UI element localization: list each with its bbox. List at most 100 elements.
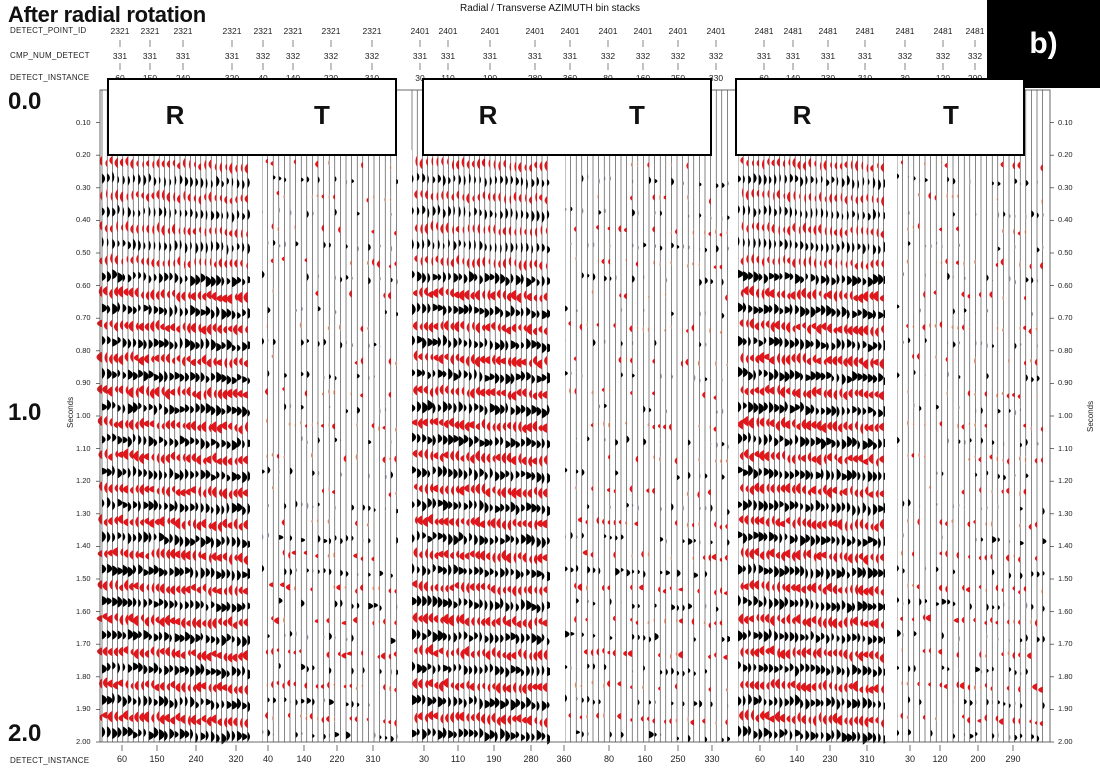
wavelet-lobe bbox=[779, 696, 783, 709]
wavelet-lobe bbox=[804, 192, 806, 204]
wavelet-lobe bbox=[190, 322, 196, 334]
wavelet-lobe bbox=[448, 633, 451, 642]
wavelet-lobe bbox=[164, 324, 170, 333]
wavelet-lobe bbox=[232, 211, 235, 224]
wavelet-lobe bbox=[211, 338, 216, 351]
wavelet-lobe bbox=[328, 421, 330, 429]
wavelet-lobe bbox=[769, 371, 774, 382]
wavelet-lobe bbox=[148, 240, 151, 252]
wavelet-lobe bbox=[453, 663, 457, 672]
wavelet-lobe bbox=[346, 534, 349, 542]
time-tick-right: 0.50 bbox=[1058, 248, 1073, 257]
wavelet-lobe bbox=[1000, 258, 1004, 266]
wavelet-lobe bbox=[361, 683, 363, 689]
wavelet-lobe bbox=[396, 536, 399, 544]
wavelet-lobe bbox=[648, 293, 649, 300]
wavelet-lobe bbox=[200, 663, 205, 676]
wavelet-lobe bbox=[795, 599, 799, 608]
wavelet-lobe bbox=[565, 305, 568, 312]
wavelet-lobe bbox=[847, 454, 853, 462]
wavelet-lobe bbox=[763, 710, 770, 721]
wavelet-lobe bbox=[833, 228, 837, 237]
wavelet-lobe bbox=[1018, 717, 1021, 725]
wavelet-lobe bbox=[186, 619, 191, 627]
wavelet-lobe bbox=[615, 470, 619, 476]
wavelet-lobe bbox=[459, 355, 464, 364]
wavelet-lobe bbox=[117, 595, 123, 608]
wavelet-lobe bbox=[858, 552, 863, 561]
wavelet-lobe bbox=[438, 517, 444, 526]
wavelet-lobe bbox=[642, 325, 644, 334]
header-value: 331 bbox=[482, 51, 498, 61]
wavelet-lobe bbox=[995, 262, 998, 268]
wavelet-lobe bbox=[122, 532, 126, 542]
wavelet-lobe bbox=[843, 292, 848, 300]
wavelet-lobe bbox=[912, 353, 914, 360]
wavelet-lobe bbox=[242, 649, 248, 661]
wavelet-lobe bbox=[603, 420, 605, 428]
wavelet-lobe bbox=[870, 357, 874, 369]
wavelet-lobe bbox=[646, 488, 649, 494]
wavelet-lobe bbox=[674, 457, 677, 465]
wavelet-lobe bbox=[282, 386, 285, 392]
wavelet-lobe bbox=[687, 193, 689, 201]
wavelet-lobe bbox=[836, 698, 841, 711]
wavelet-lobe bbox=[195, 501, 199, 512]
wavelet-lobe bbox=[190, 537, 196, 547]
wavelet-lobe bbox=[446, 256, 449, 268]
wavelet-lobe bbox=[547, 308, 551, 319]
wavelet-lobe bbox=[190, 648, 196, 657]
wavelet-lobe bbox=[221, 536, 225, 546]
wavelet-lobe bbox=[856, 224, 858, 237]
wavelet-lobe bbox=[112, 532, 116, 543]
wavelet-lobe bbox=[849, 616, 853, 628]
wavelet-lobe bbox=[1012, 227, 1015, 236]
wavelet-lobe bbox=[138, 500, 141, 512]
wavelet-lobe bbox=[185, 600, 190, 610]
y-axis-label-left: Seconds bbox=[66, 396, 75, 428]
wavelet-lobe bbox=[570, 567, 574, 573]
wavelet-lobe bbox=[526, 633, 530, 642]
wavelet-lobe bbox=[908, 174, 910, 180]
wavelet-lobe bbox=[836, 373, 840, 383]
wavelet-lobe bbox=[164, 370, 168, 383]
wavelet-lobe bbox=[907, 452, 909, 459]
wavelet-lobe bbox=[138, 271, 142, 280]
wavelet-lobe bbox=[500, 714, 506, 725]
wavelet-lobe bbox=[128, 320, 134, 333]
time-tick-right: 0.90 bbox=[1058, 378, 1073, 388]
wavelet-lobe bbox=[860, 618, 863, 628]
wavelet-lobe bbox=[438, 418, 444, 427]
wavelet-lobe bbox=[197, 423, 201, 432]
wavelet-lobe bbox=[211, 486, 217, 499]
wavelet-lobe bbox=[159, 339, 165, 349]
wavelet-lobe bbox=[753, 336, 758, 345]
wavelet-lobe bbox=[453, 632, 458, 643]
panel-gap bbox=[398, 150, 412, 742]
wavelet-lobe bbox=[740, 352, 744, 364]
wavelet-lobe bbox=[879, 553, 884, 562]
wavelet-lobe bbox=[790, 303, 793, 316]
wavelet-lobe bbox=[743, 565, 746, 573]
wavelet-lobe bbox=[813, 552, 816, 563]
time-tick-left: 1.20 bbox=[76, 476, 91, 486]
wavelet-lobe bbox=[355, 452, 358, 461]
wavelet-lobe bbox=[216, 457, 222, 466]
wavelet-lobe bbox=[112, 692, 115, 705]
wavelet-lobe bbox=[1030, 425, 1032, 432]
wavelet-lobe bbox=[495, 355, 501, 366]
wavelet-lobe bbox=[745, 648, 749, 656]
wavelet-lobe bbox=[513, 551, 516, 564]
wavelet-lobe bbox=[1009, 734, 1011, 741]
panel-label-box-3 bbox=[735, 78, 1025, 156]
figure-title: After radial rotation bbox=[8, 2, 206, 27]
wavelet-lobe bbox=[502, 614, 506, 626]
time-tick-left: 1.60 bbox=[76, 606, 91, 616]
wavelet-lobe bbox=[647, 422, 649, 428]
wavelet-lobe bbox=[490, 568, 494, 576]
bottom-axis-label: 240 bbox=[188, 754, 204, 764]
wavelet-lobe bbox=[281, 256, 285, 262]
wavelet-lobe bbox=[526, 323, 532, 336]
wavelet-lobe bbox=[287, 679, 290, 687]
wavelet-lobe bbox=[483, 225, 485, 235]
